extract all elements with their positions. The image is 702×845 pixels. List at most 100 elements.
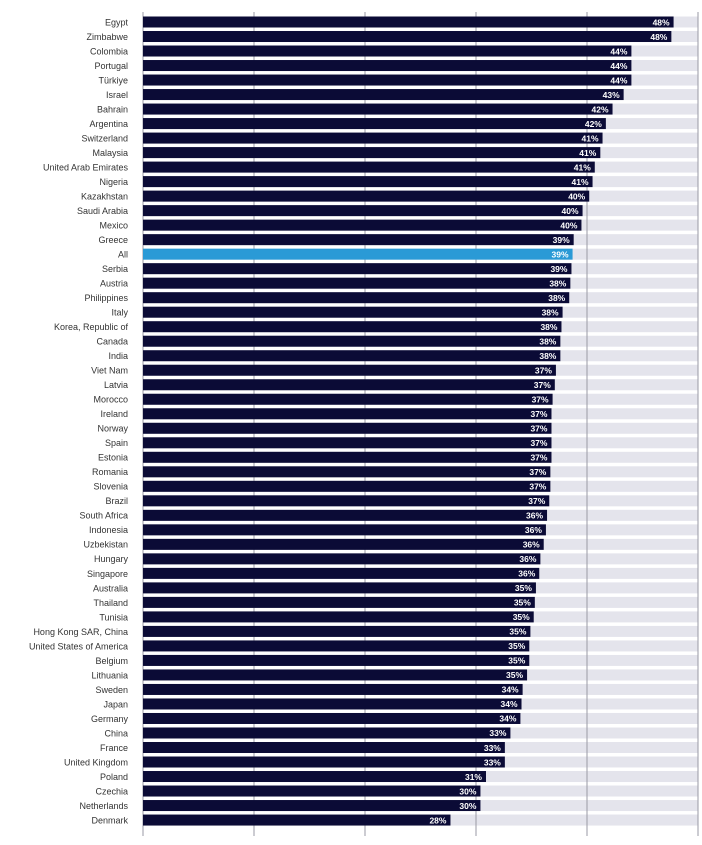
bar [143,74,632,86]
category-label: Korea, Republic of [54,322,129,332]
value-label: 44% [610,61,627,71]
bar [143,205,583,217]
value-label: 39% [553,235,570,245]
bar [143,495,550,507]
value-label: 28% [429,815,446,825]
bar [143,785,481,797]
value-label: 43% [603,90,620,100]
category-label: India [108,351,128,361]
category-label: All [118,250,128,260]
value-label: 34% [499,714,516,724]
bar [143,292,570,304]
value-label: 31% [465,772,482,782]
category-label: Portugal [94,61,128,71]
value-label: 36% [525,525,542,535]
bar [143,161,595,173]
value-label: 34% [500,699,517,709]
value-label: 40% [568,191,585,201]
bar [143,727,511,739]
category-label: Austria [100,279,128,289]
category-label: Belgium [95,656,128,666]
value-label: 42% [592,104,609,114]
value-label: 44% [610,46,627,56]
bar [143,538,544,550]
value-label: 37% [530,453,547,463]
bar [143,147,601,159]
category-label: Latvia [104,380,128,390]
category-label: Norway [97,424,128,434]
category-label: Saudi Arabia [77,206,128,216]
bar [143,234,574,246]
category-label: Hungary [94,554,129,564]
bar [143,176,593,188]
bar [143,408,552,420]
value-label: 36% [523,540,540,550]
bar [143,509,548,521]
category-label: Mexico [99,221,128,231]
value-label: 36% [526,511,543,521]
value-label: 41% [572,177,589,187]
value-label: 35% [513,612,530,622]
category-label: Sweden [95,685,128,695]
category-label: Tunisia [99,612,128,622]
bar [143,596,535,608]
category-label: Ireland [100,409,128,419]
category-label: Greece [98,235,128,245]
bar [143,422,552,434]
category-label: Argentina [89,119,128,129]
bar [143,683,523,695]
bar [143,625,531,637]
value-label: 36% [519,554,536,564]
category-label: Denmark [91,815,128,825]
bar [143,611,534,623]
bar [143,364,556,376]
bar [143,698,522,710]
category-label: Kazakhstan [81,191,128,201]
category-label: United Kingdom [64,757,128,767]
value-label: 37% [530,424,547,434]
bar [143,190,590,202]
value-label: 37% [529,467,546,477]
value-label: 38% [539,351,556,361]
category-label: Uzbekistan [83,540,128,550]
category-label: Lithuania [91,670,128,680]
category-label: Spain [105,438,128,448]
category-label: Slovenia [93,482,128,492]
value-label: 33% [484,757,501,767]
category-label: Estonia [98,453,128,463]
value-label: 35% [508,641,525,651]
category-label: Egypt [105,17,129,27]
category-label: Singapore [87,569,128,579]
category-label: Indonesia [89,525,128,535]
bar [143,524,546,536]
value-label: 37% [534,380,551,390]
bar [143,800,481,812]
category-label: Malaysia [92,148,128,158]
bar [143,350,561,362]
value-label: 37% [530,438,547,448]
category-label: Morocco [93,395,128,405]
category-label: Australia [93,583,128,593]
bar [143,756,505,768]
value-label: 44% [610,75,627,85]
category-label: Colombia [90,46,128,56]
bar [143,118,606,130]
value-label: 41% [579,148,596,158]
value-label: 30% [459,786,476,796]
value-label: 41% [582,133,599,143]
value-label: 35% [508,656,525,666]
category-label: Viet Nam [91,366,128,376]
category-label: Romania [92,467,128,477]
bar [143,277,571,289]
value-label: 35% [506,670,523,680]
bar [143,335,561,347]
category-label: Philippines [84,293,128,303]
category-label: Japan [103,699,128,709]
bar [143,553,541,565]
value-label: 33% [484,743,501,753]
category-label: France [100,743,128,753]
bar [143,379,555,391]
category-label: Israel [106,90,128,100]
category-label: Poland [100,772,128,782]
category-label: United States of America [29,641,128,651]
